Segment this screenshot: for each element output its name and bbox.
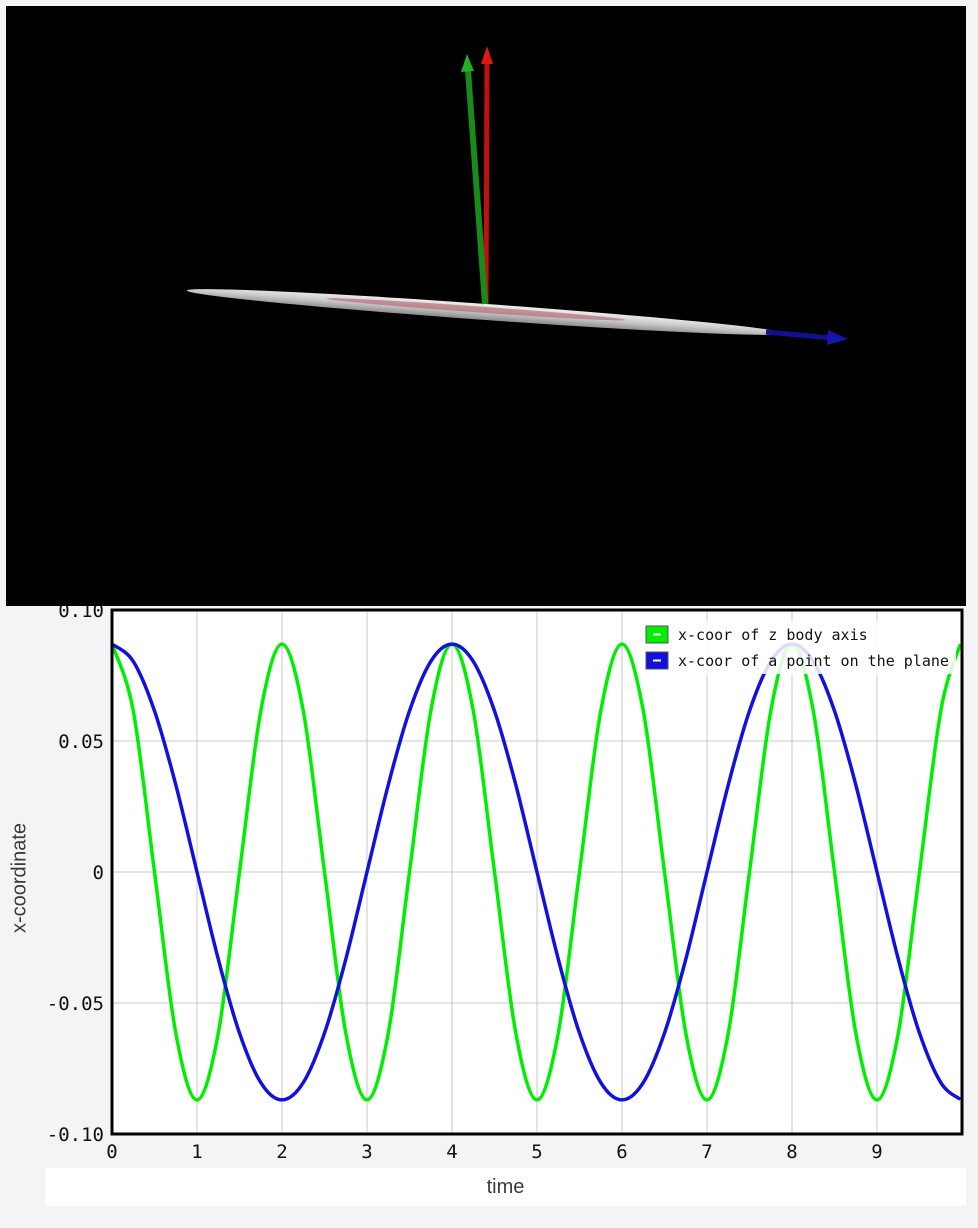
series-line-1 xyxy=(110,642,962,1102)
x-tick-labels: 0 1 2 3 4 5 6 7 8 9 xyxy=(106,1141,882,1163)
y-tick-label: 0.10 xyxy=(58,606,104,622)
x-tick-label: 7 xyxy=(701,1141,712,1163)
legend-box xyxy=(642,622,956,674)
x-tick-label: 5 xyxy=(531,1141,542,1163)
y-tick-labels: 0.10 0.05 0 -0.05 -0.10 xyxy=(47,606,104,1146)
plot-border xyxy=(110,608,964,1136)
legend[interactable]: x-coor of z body axis x-coor of a point o… xyxy=(642,622,956,674)
x-tick-label: 8 xyxy=(786,1141,797,1163)
series-line-2 xyxy=(110,642,962,1102)
y-tick-label: 0.05 xyxy=(58,731,104,753)
x-tick-label: 1 xyxy=(191,1141,202,1163)
y-axis-label: x-coordinate xyxy=(8,822,31,934)
x-tick-label: 0 xyxy=(106,1141,117,1163)
x-axis-label-strip: time xyxy=(45,1168,966,1206)
x-axis-label: time xyxy=(486,1176,525,1198)
x-tick-label: 9 xyxy=(871,1141,882,1163)
x-tick-label: 3 xyxy=(361,1141,372,1163)
legend-label: x-coor of a point on the plane xyxy=(678,652,949,670)
series-lines xyxy=(110,642,962,1102)
x-tick-label: 4 xyxy=(446,1141,457,1163)
chart-svg: 0.10 0.05 0 -0.05 -0.10 0 1 2 3 4 5 6 7 8 9 x-coor of… xyxy=(47,606,964,1163)
y-tick-label: -0.05 xyxy=(47,993,104,1015)
y-body-axis-arrow xyxy=(461,54,488,305)
spinning-disc xyxy=(186,289,786,335)
x-tick-label: 2 xyxy=(276,1141,287,1163)
y-tick-label: 0 xyxy=(93,862,104,884)
scene-svg xyxy=(186,46,848,345)
x-tick-label: 6 xyxy=(616,1141,627,1163)
chart-panel: 0.10 0.05 0 -0.05 -0.10 0 1 2 3 4 5 6 7 8 9 x-coor of… xyxy=(6,606,972,1168)
plot-frame xyxy=(110,608,964,1136)
y-tick-label: -0.10 xyxy=(47,1124,104,1146)
x-body-axis-arrow xyxy=(765,329,848,345)
legend-label: x-coor of z body axis xyxy=(678,626,868,644)
3d-scene-canvas[interactable] xyxy=(6,6,966,606)
z-body-axis-arrow xyxy=(481,46,493,305)
